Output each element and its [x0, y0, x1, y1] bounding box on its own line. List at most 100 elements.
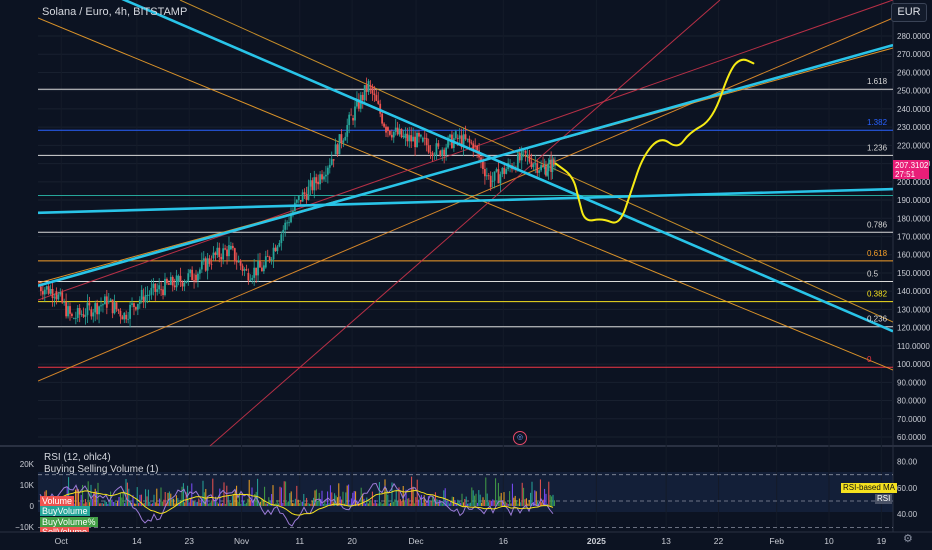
candle-body [191, 269, 194, 281]
candle-body [121, 316, 124, 320]
candle-body [125, 314, 128, 320]
candle-body [261, 267, 263, 272]
candle-body [247, 272, 250, 281]
candle-body [49, 288, 52, 294]
candle-body [388, 130, 391, 135]
candle-body [297, 195, 300, 200]
fan-line [209, 0, 721, 446]
candle-body [59, 292, 62, 295]
price-tick-label: 160.0000 [897, 251, 931, 260]
candle-body [288, 222, 290, 224]
candle-body [414, 136, 416, 148]
candle-body [166, 278, 168, 284]
fan-line [179, 0, 893, 323]
price-tick-label: 110.0000 [897, 342, 930, 351]
candle-body [476, 145, 479, 151]
candle-body [177, 275, 180, 283]
candle-body [317, 181, 320, 185]
candle-body [233, 248, 236, 262]
candle-body [392, 131, 395, 138]
price-tick-label: 180.0000 [897, 214, 931, 223]
rsi-tick-label: 40.00 [897, 510, 918, 519]
candle-body [352, 118, 354, 121]
price-tick-label: 70.0000 [897, 415, 926, 424]
candle-body [522, 150, 525, 152]
candle-body [410, 135, 413, 142]
candle-body [282, 229, 285, 233]
buyvolume-pct-tag: BuyVolume% [40, 517, 98, 527]
gear-icon[interactable]: ⚙ [903, 533, 913, 545]
candle-body [239, 260, 242, 266]
candle-body [365, 85, 368, 92]
candle-body [202, 258, 205, 262]
candle-body [340, 134, 343, 143]
candle-body [204, 258, 207, 271]
price-tick-label: 240.0000 [897, 105, 931, 114]
candle-body [84, 315, 87, 317]
candle-body [231, 245, 234, 249]
time-tick-label: 19 [877, 536, 887, 546]
time-tick-label: 14 [132, 536, 142, 546]
time-tick-label: Dec [408, 536, 424, 546]
price-tick-label: 270.0000 [897, 50, 931, 59]
time-axis: Oct 14 23 Nov 11 20 Dec 16 2025 13 22 Feb 10 19 [55, 536, 887, 546]
bar-countdown: 27:51 [895, 170, 916, 179]
fib-level-label: 1.382 [867, 118, 888, 127]
candle-body [315, 177, 318, 184]
candle-body [127, 318, 130, 320]
candle-body [485, 175, 488, 177]
candle-body [487, 175, 490, 177]
candle-body [65, 301, 68, 317]
rsi-legend[interactable]: RSI (12, ohlc4) Buying Selling Volume (1… [44, 452, 159, 476]
candle-body [241, 265, 244, 271]
price-tick-label: 140.0000 [897, 287, 931, 296]
candle-body [303, 192, 306, 195]
candle-body [385, 126, 387, 133]
candle-body [334, 144, 337, 155]
rsi-tick-label: 60.00 [897, 484, 918, 493]
price-tick-label: 60.0000 [897, 433, 926, 442]
candle-body [210, 263, 213, 265]
candle-body [167, 283, 170, 285]
candle-body [286, 222, 289, 224]
extra-lines [38, 0, 893, 446]
candle-body [150, 287, 153, 295]
candle-body [408, 135, 411, 142]
currency-badge[interactable]: EUR [891, 3, 927, 22]
price-tick-label: 130.0000 [897, 305, 931, 314]
price-axis: 280.0000 270.0000 260.0000 250.0000 240.0000… [897, 32, 931, 442]
volume-tick-label: 0 [30, 502, 35, 511]
rsi-tick-label: 80.00 [897, 458, 918, 467]
candle-body [117, 309, 120, 311]
fib-level-label: 1.236 [867, 143, 888, 152]
candle-body [299, 200, 302, 202]
uptrend-line [38, 43, 893, 287]
candle-body [148, 294, 151, 296]
candle-body [212, 252, 215, 259]
last-price: 207.3102 [895, 161, 929, 170]
candle-body [546, 171, 549, 176]
candle-body [74, 317, 77, 319]
candle-body [375, 95, 378, 101]
candle-body [472, 143, 475, 152]
price-tick-label: 150.0000 [897, 269, 931, 278]
candle-body [326, 167, 329, 175]
candle-body [489, 175, 492, 188]
candle-body [47, 286, 50, 294]
rsi-tag: RSI [875, 494, 893, 504]
candle-body [462, 134, 465, 148]
candle-body [497, 169, 500, 184]
candle-body [111, 299, 114, 314]
candle-body [505, 169, 508, 174]
candle-body [398, 128, 401, 135]
reset-view-icon[interactable]: ◎ [513, 431, 527, 445]
candle-body [493, 171, 496, 181]
candle-body [152, 283, 155, 288]
candle-body [138, 299, 141, 304]
candle-body [433, 155, 436, 156]
candle-body [135, 307, 137, 310]
candle-body [429, 152, 432, 154]
candle-body [193, 280, 195, 281]
time-tick-label: Nov [234, 536, 250, 546]
